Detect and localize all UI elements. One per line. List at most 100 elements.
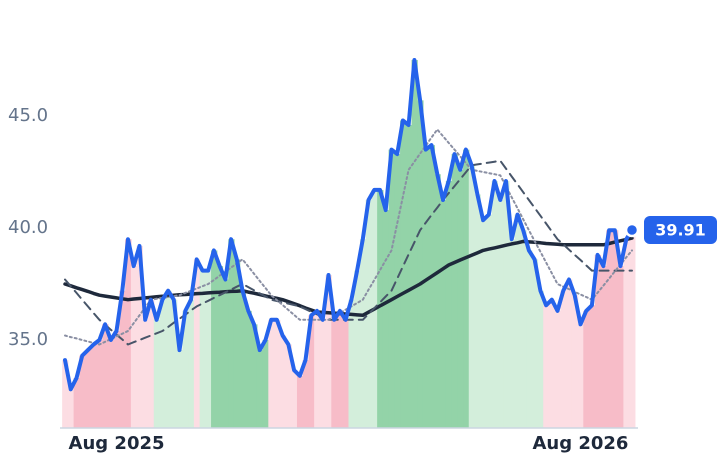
area-column (480, 220, 487, 428)
area-column (583, 310, 590, 428)
area-column (176, 350, 184, 428)
area-column (629, 230, 636, 428)
label-layer: 35.0 40.0 45.0 Aug 2025 Aug 2026 39.91 (8, 105, 717, 454)
last-value-label: 39.91 (655, 221, 706, 240)
area-column (606, 230, 613, 428)
area-column (497, 200, 504, 428)
area-column (451, 154, 458, 428)
area-column (617, 266, 625, 428)
area-column (594, 254, 602, 428)
area-column (62, 360, 69, 428)
x-tick-label: Aug 2025 (69, 433, 165, 454)
area-column (417, 100, 424, 428)
area-column (491, 180, 499, 428)
x-tick-label: Aug 2026 (532, 433, 628, 454)
area-column (136, 245, 143, 428)
area-column (193, 259, 201, 428)
area-column (526, 250, 533, 428)
area-column (428, 145, 436, 428)
area-column (228, 239, 235, 428)
y-tick-label: 35.0 (8, 329, 48, 350)
area-column (205, 270, 212, 428)
area-column (508, 239, 516, 428)
area-column (199, 270, 206, 428)
area-column (279, 335, 287, 428)
area-column (394, 154, 401, 428)
area-column (359, 239, 367, 428)
area-column (308, 315, 315, 428)
area-column (314, 310, 321, 428)
area-column (434, 174, 441, 428)
price-line (63, 58, 634, 392)
area-column (79, 355, 86, 428)
area-column (337, 310, 344, 428)
area-column (485, 214, 493, 428)
area-column (268, 319, 275, 428)
area-column (514, 214, 521, 428)
last-value-badge (644, 216, 717, 245)
area-column (405, 124, 413, 428)
area-column (422, 149, 430, 429)
area-column (148, 299, 155, 428)
area-column (165, 290, 172, 428)
area-column (96, 339, 103, 428)
y-tick-label: 40.0 (8, 217, 48, 238)
area-column (302, 360, 310, 428)
area-column (348, 299, 355, 428)
area-column (245, 310, 252, 428)
area-column (554, 310, 562, 428)
area-column (216, 266, 224, 428)
area-column (222, 279, 229, 428)
area-column (377, 189, 384, 428)
moving-average-line (64, 159, 633, 346)
area-column (566, 279, 573, 428)
area-column (274, 319, 281, 428)
area-column (445, 180, 453, 428)
area-column (102, 324, 109, 428)
area-column (560, 290, 567, 428)
area-column (285, 344, 292, 428)
area-column (571, 295, 579, 428)
area-column (262, 339, 269, 428)
area-column (382, 210, 390, 428)
line-layer (63, 58, 640, 392)
area-column (256, 350, 264, 428)
area-column (233, 259, 241, 428)
area-column (85, 350, 92, 428)
moving-average-line (64, 128, 633, 346)
area-column (531, 259, 539, 428)
area-column (211, 250, 218, 428)
area-column (537, 290, 544, 428)
area-column (291, 370, 298, 428)
area-column (296, 375, 304, 428)
area-column (142, 319, 149, 428)
area-column (170, 299, 178, 428)
area-column (125, 239, 132, 428)
area-column (548, 299, 556, 428)
area-column (623, 239, 630, 428)
area-column (239, 290, 247, 428)
area-column (468, 165, 476, 428)
area-column (251, 324, 258, 428)
area-column (67, 389, 75, 428)
area-column (400, 120, 407, 428)
y-tick-label: 45.0 (8, 105, 48, 126)
area-column (503, 180, 510, 428)
area-column (457, 169, 464, 429)
area-column (182, 310, 189, 428)
area-layer (62, 60, 636, 429)
area-column (342, 319, 350, 428)
area-column (107, 339, 115, 428)
last-point (624, 222, 640, 238)
area-column (319, 319, 327, 428)
area-column (188, 299, 195, 428)
area-column (130, 266, 138, 428)
area-column (577, 324, 584, 428)
area-column (119, 290, 126, 428)
area-column (153, 319, 161, 428)
area-column (463, 149, 470, 429)
area-column (611, 230, 619, 428)
area-column (159, 299, 166, 428)
area-column (90, 344, 98, 428)
